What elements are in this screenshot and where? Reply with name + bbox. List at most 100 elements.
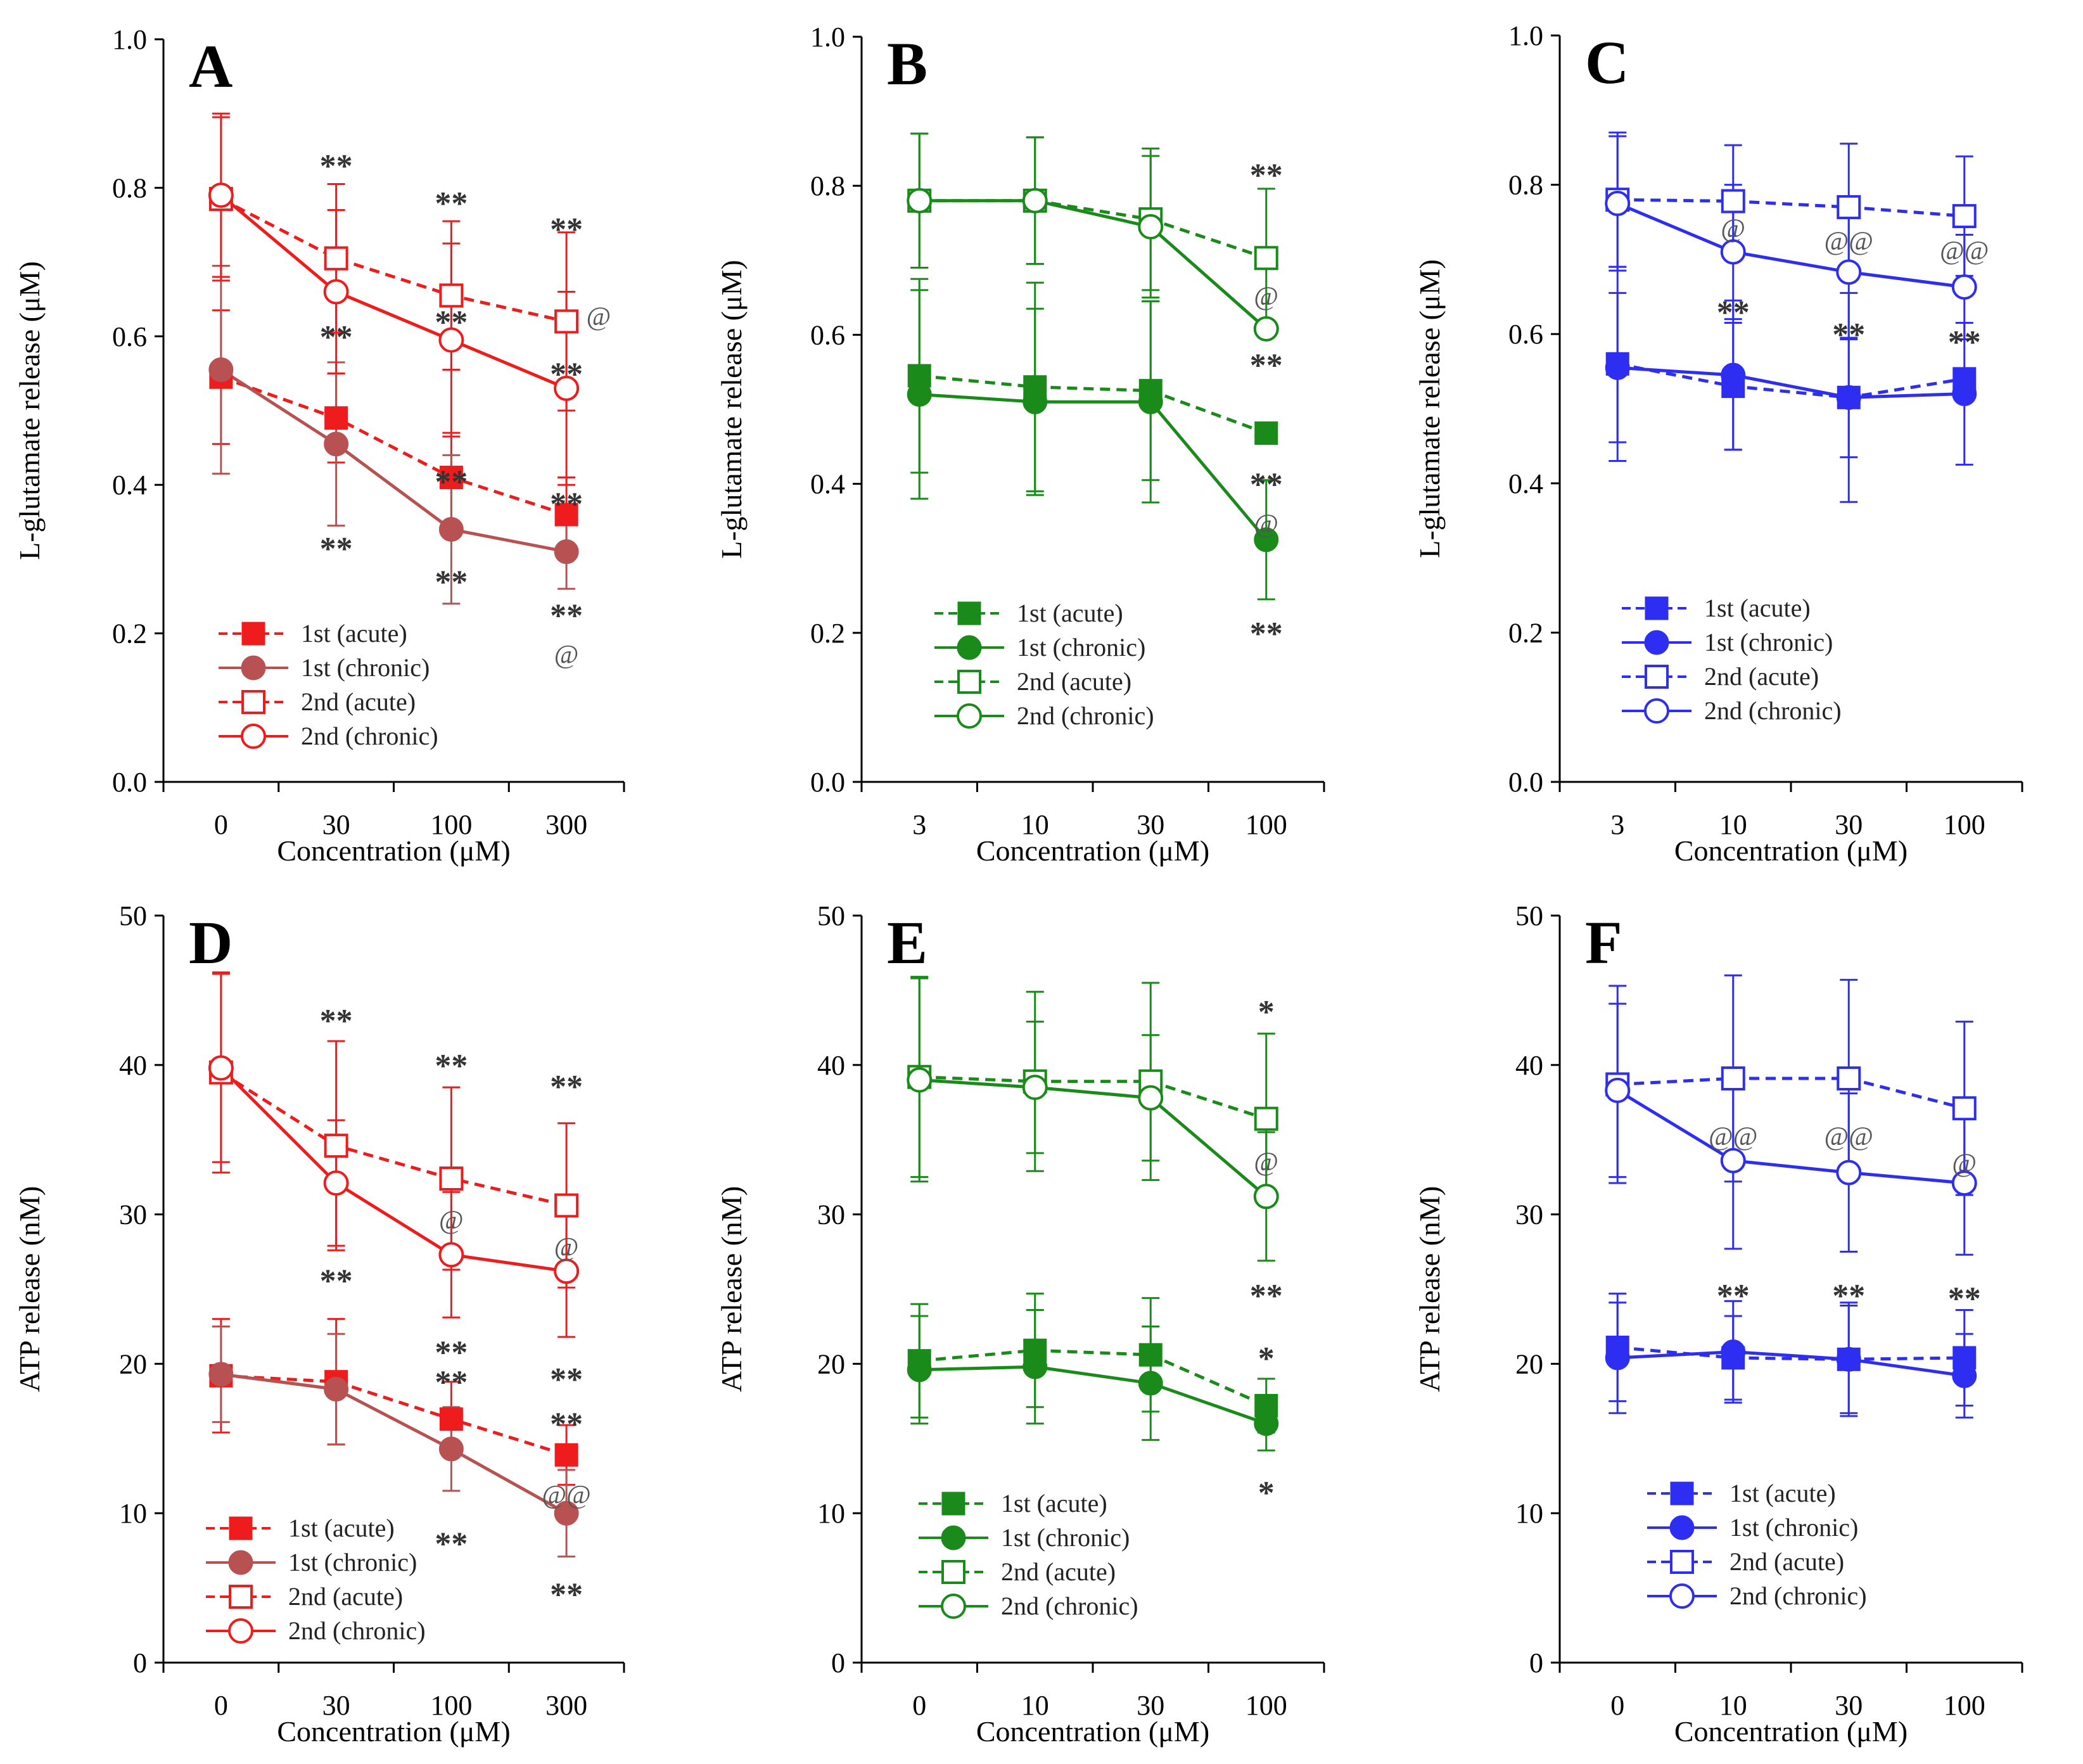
legend-label: 1st (chronic) — [1017, 633, 1145, 662]
significance-at: @ — [554, 641, 579, 670]
x-axis-title: Concentration (μM) — [1674, 1715, 1908, 1748]
legend-marker — [241, 622, 265, 646]
series-line — [1617, 362, 1965, 399]
y-axis-title: ATP release (nM) — [13, 1186, 46, 1392]
legend-marker — [1645, 665, 1669, 689]
series-line — [919, 1075, 1267, 1121]
significance-at: @ — [1721, 214, 1745, 243]
point-open-circle — [208, 182, 234, 208]
y-tick-label: 0 — [831, 1647, 845, 1678]
y-tick-label: 0.6 — [810, 319, 845, 350]
series-line — [1617, 366, 1965, 399]
point-open-square — [1721, 1066, 1745, 1091]
significance-star: ** — [550, 212, 583, 248]
x-tick-label: 10 — [1719, 1690, 1747, 1721]
y-tick-label: 30 — [1515, 1199, 1543, 1230]
significance-star: ** — [550, 1577, 583, 1613]
y-tick-label: 30 — [817, 1199, 845, 1230]
series-line — [919, 1078, 1268, 1198]
point-filled-square — [324, 406, 348, 430]
y-tick-label: 0 — [133, 1647, 147, 1678]
legend-marker — [957, 635, 982, 660]
point-filled-circle — [907, 381, 932, 407]
x-axis-title: Concentration (μM) — [976, 1715, 1209, 1748]
point-open-circle — [1253, 316, 1279, 342]
series-line — [919, 199, 1267, 260]
y-tick-label: 0.0 — [112, 767, 147, 798]
series-line — [1617, 198, 1965, 218]
y-tick-label: 40 — [817, 1050, 845, 1081]
significance-at: @ — [1254, 283, 1278, 312]
x-tick-label: 3 — [1610, 809, 1624, 840]
point-open-circle — [438, 327, 464, 353]
series-line — [1617, 201, 1965, 289]
legend-marker — [228, 1618, 253, 1644]
x-axis-title: Concentration (μM) — [1674, 834, 1908, 867]
legend-label: 2nd (chronic) — [288, 1616, 426, 1645]
point-open-circle — [554, 375, 580, 401]
series-line — [1616, 1089, 1965, 1185]
y-tick-label: 50 — [1515, 900, 1543, 931]
legend-label: 1st (acute) — [1017, 599, 1123, 627]
y-tick-label: 40 — [119, 1050, 147, 1081]
point-open-square — [554, 1193, 579, 1218]
significance-star: ** — [550, 598, 583, 634]
legend-label: 1st (acute) — [1704, 594, 1811, 622]
point-filled-circle — [1605, 1345, 1630, 1371]
significance-star: ** — [435, 304, 468, 340]
series-line — [919, 1348, 1267, 1407]
point-open-circle — [1138, 214, 1164, 240]
legend-label: 2nd (chronic) — [1704, 696, 1842, 725]
significance-star: ** — [550, 1362, 583, 1398]
point-open-square — [554, 309, 579, 334]
y-axis-title: ATP release (nM) — [715, 1186, 748, 1392]
legend-marker — [957, 601, 981, 625]
point-open-circle — [554, 1258, 580, 1284]
y-tick-label: 0.0 — [810, 767, 845, 798]
point-filled-circle — [438, 517, 464, 542]
y-tick-label: 1.0 — [112, 24, 147, 55]
point-open-circle — [1720, 1147, 1746, 1173]
point-filled-circle — [1721, 362, 1746, 388]
x-tick-label: 30 — [322, 1690, 350, 1721]
legend-label: 1st (chronic) — [1001, 1523, 1130, 1552]
significance-at: @@ — [1940, 237, 1989, 266]
point-open-circle — [907, 1067, 933, 1093]
series-line — [919, 374, 1267, 435]
significance-star: ** — [1250, 1278, 1283, 1314]
significance-star: ** — [550, 1069, 583, 1105]
point-open-square — [1254, 246, 1278, 271]
legend-label: 1st (acute) — [1729, 1479, 1836, 1507]
y-tick-label: 30 — [119, 1199, 147, 1230]
point-filled-circle — [1254, 1411, 1279, 1436]
y-tick-label: 40 — [1515, 1050, 1543, 1081]
point-open-circle — [1022, 188, 1048, 214]
y-axis-title: L-glutamate release (μM) — [1413, 259, 1446, 558]
legend: 1st (acute) 1st (chronic) 2nd (acute) 2nd (… — [919, 1489, 1138, 1620]
x-tick-label: 10 — [1021, 809, 1049, 840]
y-tick-label: 0.6 — [1508, 319, 1543, 350]
legend-label: 2nd (chronic) — [301, 722, 438, 750]
significance-star: ** — [320, 1003, 353, 1039]
x-tick-label: 30 — [322, 809, 350, 840]
legend: 1st (acute) 1st (chronic) 2nd (acute) 2nd (… — [1622, 594, 1842, 725]
legend-marker — [941, 1560, 965, 1584]
significance-at: @@ — [542, 1481, 590, 1510]
significance-star: ** — [1832, 1278, 1865, 1314]
point-open-square — [324, 246, 348, 271]
y-tick-label: 0.4 — [810, 469, 845, 500]
significance-star: ** — [320, 148, 353, 184]
x-tick-label: 30 — [1835, 809, 1863, 840]
series-line — [220, 368, 567, 554]
legend-label: 1st (acute) — [288, 1514, 395, 1542]
point-filled-circle — [1254, 527, 1279, 553]
legend-marker — [1670, 1481, 1694, 1505]
series-line — [220, 194, 568, 390]
series-line — [220, 1071, 567, 1207]
point-open-circle — [1605, 1077, 1631, 1103]
point-filled-circle — [1952, 381, 1977, 406]
y-tick-label: 50 — [817, 900, 845, 931]
significance-at: @ — [1952, 1149, 1977, 1179]
y-tick-label: 0.2 — [1508, 617, 1543, 648]
